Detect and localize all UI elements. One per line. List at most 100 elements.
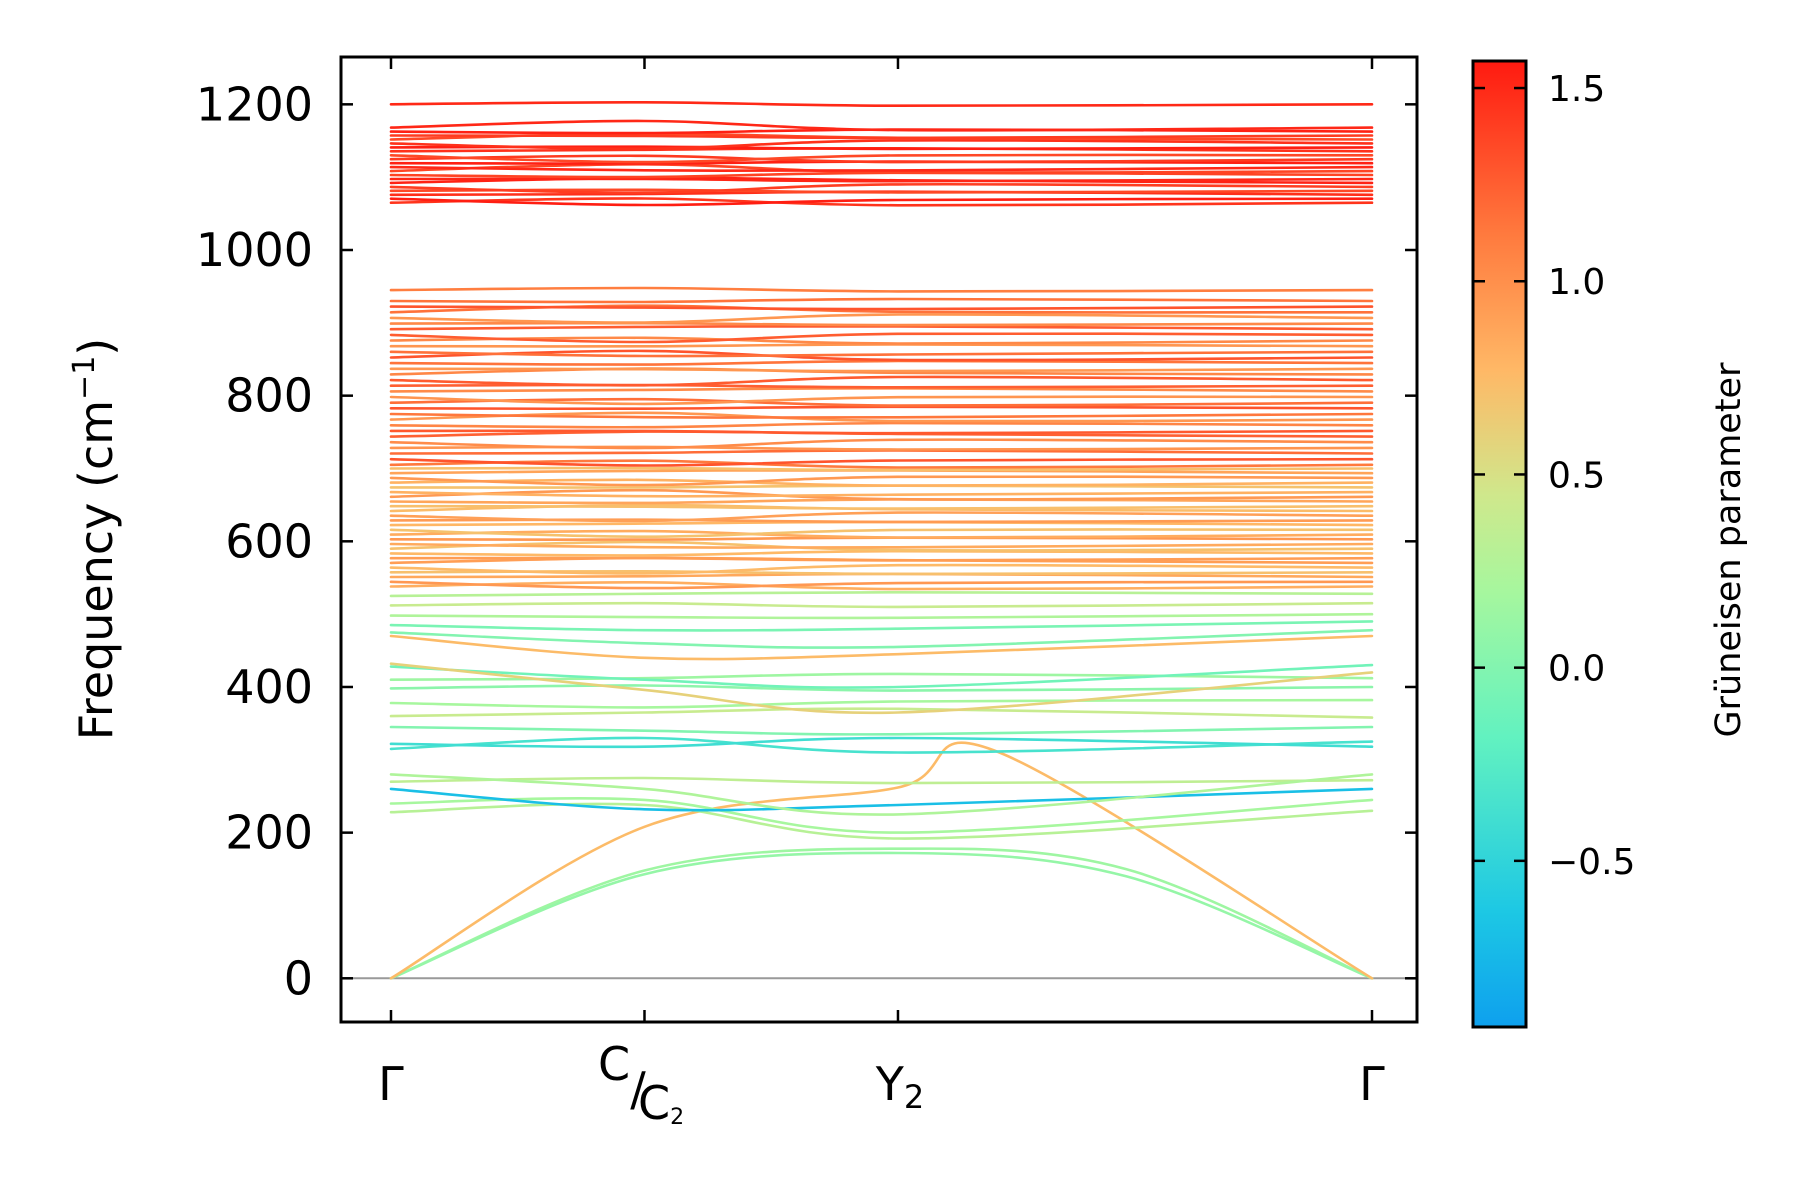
band-high-manifold-19 [389, 128, 1374, 135]
band-upper-manifold-10 [389, 412, 1374, 419]
band-mid-manifold-11 [389, 536, 1374, 541]
band-mid-manifold-23 [389, 478, 1374, 487]
band-upper-manifold-3 [389, 449, 1374, 455]
y-tick-label-0: 0 [284, 951, 313, 1005]
band-mid-manifold-22 [389, 484, 1374, 489]
y-axis-ticks: 0 200 400 600 800 1000 1200 [196, 77, 1417, 1005]
band-mid-manifold-10 [389, 542, 1374, 549]
y-tick-label-600: 600 [225, 514, 313, 568]
band-mid-manifold-7 [389, 556, 1374, 562]
band-mid-manifold-18 [389, 504, 1374, 510]
band-upper-manifold-22 [389, 343, 1374, 348]
y-tick-label-1000: 1000 [196, 223, 313, 277]
colorbar-tick-label-0: 1.5 [1548, 69, 1605, 110]
band-band-b5 [389, 773, 1374, 816]
band-upper-manifold-2 [389, 457, 1374, 467]
x-tick-label-y2: Y2 [875, 1057, 924, 1116]
x-tick-label-c-denominator: C2 [638, 1076, 684, 1130]
band-mid-manifold-2 [389, 580, 1374, 590]
band-high-manifold-11 [389, 160, 1374, 165]
band-mid-manifold-19 [389, 498, 1374, 505]
band-highest-1 [389, 100, 1374, 108]
band-band-b8 [389, 725, 1374, 736]
band-upper-manifold-19 [389, 359, 1374, 366]
x-tick-label-gamma-start: Γ [378, 1057, 404, 1111]
band-upper-manifold-27 [389, 313, 1374, 324]
band-mid-manifold-26 [389, 466, 1374, 472]
x-tick-label-gamma-end: Γ [1359, 1057, 1385, 1111]
band-band-b2 [389, 797, 1374, 834]
band-acoustic-TA1 [389, 847, 1374, 980]
band-band-b14 [389, 662, 1374, 715]
colorbar-ticks: 1.5 1.0 0.5 0.0 −0.5 [1473, 69, 1635, 883]
plot-frame [339, 55, 1419, 1024]
band-band-b15 [389, 634, 1374, 661]
band-mid-manifold-13 [389, 528, 1374, 538]
band-mid-manifold-24 [389, 475, 1374, 487]
band-high-manifold-1 [389, 197, 1374, 207]
band-band-b3 [389, 787, 1374, 812]
band-band-b13 [389, 663, 1374, 689]
phonon-bands [389, 100, 1374, 980]
band-band-b12 [389, 672, 1374, 681]
band-acoustic-LA [389, 741, 1374, 980]
band-mid-manifold-21 [389, 490, 1374, 498]
y-axis-title: Frequency (cm−1) [67, 338, 123, 741]
band-upper-manifold-14 [389, 386, 1374, 393]
band-band-b19 [389, 601, 1374, 609]
band-band-b7 [389, 736, 1374, 749]
x-tick-label-c-numerator: C [598, 1037, 630, 1091]
y-tick-label-800: 800 [225, 369, 313, 423]
band-band-b4 [389, 776, 1374, 785]
colorbar-tick-label-4: −0.5 [1548, 842, 1635, 883]
band-upper-manifold-26 [389, 321, 1374, 327]
band-upper-manifold-25 [389, 324, 1374, 331]
band-mid-manifold-8 [389, 549, 1374, 557]
colorbar-title: Grüneisen parameter [1709, 362, 1749, 738]
band-high-manifold-10 [389, 165, 1374, 173]
colorbar-tick-label-3: 0.0 [1548, 649, 1605, 690]
x-tick-label-slash: / [630, 1062, 646, 1116]
band-upper-manifold-18 [389, 367, 1374, 373]
band-upper-manifold-7 [389, 429, 1374, 435]
colorbar-tick-label-2: 0.5 [1548, 455, 1605, 496]
band-upper-manifold-16 [389, 375, 1374, 387]
band-upper-manifold-29 [389, 305, 1374, 311]
band-upper-manifold-30 [389, 297, 1374, 304]
band-upper-manifold-21 [389, 350, 1374, 358]
band-upper-manifold-15 [389, 383, 1374, 389]
band-band-b6 [389, 736, 1374, 754]
band-high-manifold-20 [389, 119, 1374, 132]
x-tick-label-c-over-c2: C / C2 [598, 1037, 684, 1130]
band-mid-manifold-16 [389, 511, 1374, 523]
band-mid-manifold-5 [389, 563, 1374, 575]
band-high-manifold-7 [389, 177, 1374, 183]
band-top-single-1 [389, 286, 1374, 293]
y-tick-label-400: 400 [225, 660, 313, 714]
band-upper-manifold-11 [389, 405, 1374, 411]
band-band-b17 [389, 620, 1374, 632]
band-band-b10 [389, 698, 1374, 709]
colorbar-tick-label-1: 1.0 [1548, 262, 1605, 303]
x-axis-ticks [389, 57, 1374, 1022]
band-upper-manifold-8 [389, 421, 1374, 429]
band-high-manifold-13 [389, 153, 1374, 164]
band-high-manifold-16 [389, 138, 1374, 151]
band-band-b16 [389, 628, 1374, 649]
band-band-b20 [389, 591, 1374, 598]
band-high-manifold-2 [389, 197, 1374, 207]
band-acoustic-TA2 [389, 851, 1374, 980]
plot-area: 0 200 400 600 800 1000 1200 [196, 55, 1419, 1024]
band-high-manifold-12 [389, 154, 1374, 164]
band-high-manifold-18 [389, 134, 1374, 140]
band-band-b1 [389, 802, 1374, 840]
band-high-manifold-5 [389, 182, 1374, 194]
band-upper-manifold-24 [389, 332, 1374, 344]
colorbar-frame [1471, 59, 1528, 1029]
band-upper-manifold-13 [389, 395, 1374, 406]
band-band-b18 [389, 612, 1374, 620]
band-upper-manifold-5 [389, 438, 1374, 450]
band-mid-manifold-1 [389, 580, 1374, 591]
colorbar-gradient [1473, 61, 1526, 1027]
